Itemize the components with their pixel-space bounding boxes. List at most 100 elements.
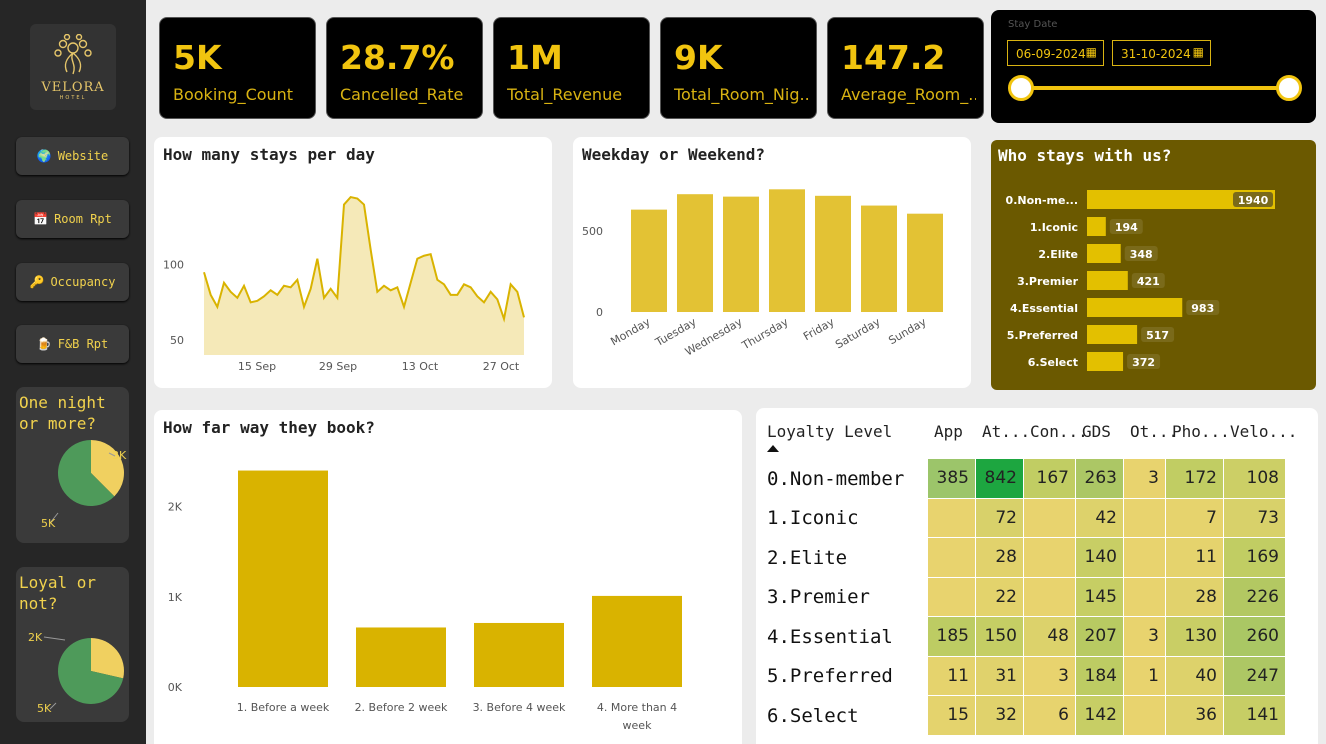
bar[interactable] [356, 627, 446, 687]
matrix-cell[interactable]: 73 [1224, 498, 1286, 538]
matrix-cell[interactable]: 141 [1224, 696, 1286, 736]
matrix-cell[interactable] [1124, 498, 1166, 538]
bar[interactable] [1087, 325, 1138, 344]
slider-end-handle[interactable] [1276, 75, 1302, 101]
matrix-cell[interactable]: 31 [976, 656, 1024, 696]
matrix-cell[interactable]: 150 [976, 617, 1024, 657]
matrix-cell[interactable]: 263 [1076, 459, 1124, 499]
matrix-cell[interactable]: 184 [1076, 656, 1124, 696]
y-tick-label: 100 [163, 259, 184, 272]
column-header[interactable]: Ot... [1130, 422, 1179, 441]
matrix-cell[interactable]: 108 [1224, 459, 1286, 499]
column-header[interactable]: Pho... [1172, 422, 1230, 441]
matrix-cell[interactable]: 22 [976, 577, 1024, 617]
bar[interactable] [1087, 217, 1106, 236]
bar[interactable] [474, 622, 564, 687]
column-header[interactable]: Con... [1030, 422, 1088, 441]
matrix-cell[interactable]: 32 [976, 696, 1024, 736]
bar[interactable] [592, 595, 682, 687]
matrix-cell[interactable]: 40 [1166, 656, 1224, 696]
matrix-cell[interactable]: 28 [1166, 577, 1224, 617]
matrix-cell[interactable]: 3 [1124, 617, 1166, 657]
loyalty-matrix: Loyalty Level App At... Con... GDS Ot... Pho.… [756, 408, 1318, 744]
matrix-cell[interactable]: 142 [1076, 696, 1124, 736]
bar[interactable] [1087, 190, 1275, 209]
matrix-cell[interactable]: 207 [1076, 617, 1124, 657]
matrix-cell[interactable]: 140 [1076, 538, 1124, 578]
bar[interactable] [1087, 298, 1183, 317]
bar[interactable] [815, 195, 851, 312]
column-header[interactable]: At... [982, 422, 1031, 441]
matrix-cell[interactable]: 42 [1076, 498, 1124, 538]
nav-fb-rpt-button[interactable]: 🍺 F&B Rpt [16, 325, 129, 363]
bar[interactable] [238, 470, 328, 687]
matrix-cell[interactable]: 36 [1166, 696, 1224, 736]
bar[interactable] [907, 213, 943, 312]
bar[interactable] [723, 196, 759, 312]
column-header[interactable]: GDS [1082, 422, 1111, 441]
matrix-cell[interactable]: 3 [1024, 656, 1076, 696]
matrix-cell[interactable]: 145 [1076, 577, 1124, 617]
matrix-cell[interactable] [1124, 577, 1166, 617]
matrix-cell[interactable]: 169 [1224, 538, 1286, 578]
matrix-cell[interactable]: 6 [1024, 696, 1076, 736]
matrix-cell[interactable]: 1 [1124, 656, 1166, 696]
pie-slice[interactable] [58, 638, 124, 704]
matrix-cell[interactable] [928, 498, 976, 538]
matrix-cell[interactable]: 226 [1224, 577, 1286, 617]
slider-track[interactable] [1021, 86, 1289, 90]
matrix-cell[interactable]: 172 [1166, 459, 1224, 499]
matrix-cell[interactable]: 48 [1024, 617, 1076, 657]
pie-slice[interactable] [58, 440, 115, 506]
matrix-cell[interactable]: 167 [1024, 459, 1076, 499]
matrix-cell[interactable] [1124, 696, 1166, 736]
nav-occupancy-button[interactable]: 🔑 Occupancy [16, 263, 129, 301]
row-header[interactable]: Loyalty Level [767, 422, 893, 441]
sort-up-icon[interactable] [767, 445, 779, 453]
bar[interactable] [631, 209, 667, 312]
end-date-input[interactable]: 31-10-2024 ▦ [1112, 40, 1211, 66]
pie-slice[interactable] [91, 638, 125, 679]
matrix-cell[interactable]: 260 [1224, 617, 1286, 657]
matrix-cell[interactable]: 28 [976, 538, 1024, 578]
nav-room-rpt-button[interactable]: 📅 Room Rpt [16, 200, 129, 238]
bar[interactable] [861, 205, 897, 312]
bar[interactable] [1087, 271, 1128, 290]
matrix-cell[interactable] [928, 538, 976, 578]
matrix-cell[interactable]: 15 [928, 696, 976, 736]
data-label: 1940 [1238, 194, 1269, 207]
series-line[interactable] [203, 195, 525, 323]
matrix-cell[interactable]: 130 [1166, 617, 1224, 657]
column-header[interactable]: Velo... [1230, 422, 1298, 441]
matrix-cell[interactable]: 72 [976, 498, 1024, 538]
matrix-cell[interactable]: 11 [1166, 538, 1224, 578]
start-date-input[interactable]: 06-09-2024 ▦ [1007, 40, 1104, 66]
matrix-cell[interactable]: 247 [1224, 656, 1286, 696]
pie-leader-line [43, 636, 66, 641]
title-line: or more? [19, 414, 97, 433]
matrix-cell[interactable]: 11 [928, 656, 976, 696]
start-date-value: 06-09-2024 [1016, 47, 1086, 61]
matrix-cell[interactable]: 385 [928, 459, 976, 499]
slider-start-handle[interactable] [1008, 75, 1034, 101]
bar[interactable] [677, 194, 713, 312]
matrix-cell[interactable] [1024, 538, 1076, 578]
matrix-cell[interactable] [928, 577, 976, 617]
nav-website-button[interactable]: 🌍 Website [16, 137, 129, 175]
matrix-cell[interactable]: 7 [1166, 498, 1224, 538]
calendar-icon[interactable]: ▦ [1192, 45, 1204, 59]
pie-label: 5K [37, 702, 52, 715]
matrix-cell[interactable] [1024, 577, 1076, 617]
matrix-cell[interactable]: 3 [1124, 459, 1166, 499]
bar[interactable] [769, 189, 805, 312]
calendar-icon[interactable]: ▦ [1085, 45, 1097, 59]
matrix-cell[interactable]: 842 [976, 459, 1024, 499]
matrix-cell[interactable] [1124, 538, 1166, 578]
matrix-cell[interactable] [1024, 498, 1076, 538]
bar[interactable] [1087, 244, 1121, 263]
matrix-cell[interactable]: 185 [928, 617, 976, 657]
column-header[interactable]: App [934, 422, 963, 441]
pie-slice[interactable] [91, 440, 125, 497]
bar[interactable] [1087, 352, 1124, 371]
